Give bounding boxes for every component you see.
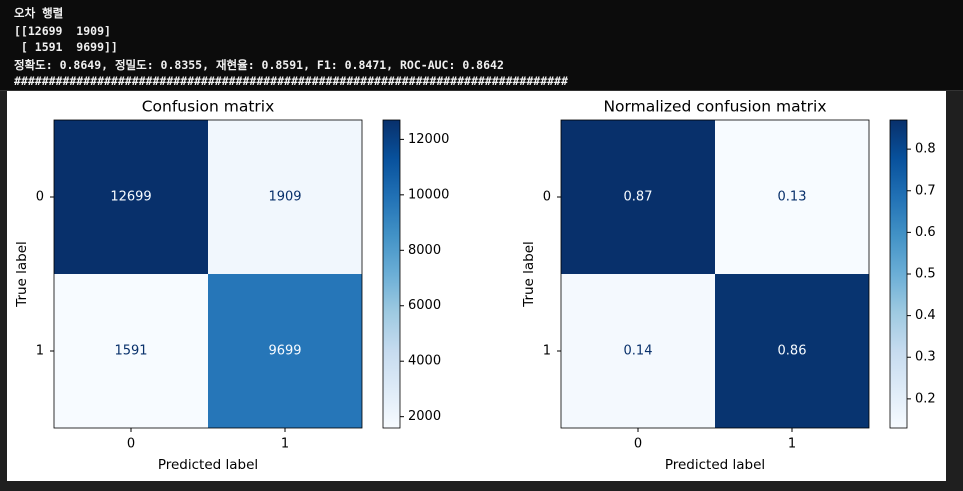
colorbar-tick-label: 4000: [408, 354, 441, 369]
colorbar-tick-label: 6000: [408, 298, 441, 313]
colorbar-tick-label: 0.8: [915, 142, 936, 157]
console-line: [ 1591 9699]]: [14, 40, 118, 54]
heatmap-cell: [561, 274, 715, 428]
y-tick-label: 0: [543, 190, 551, 205]
console-line: [[12699 1909]: [14, 24, 111, 38]
y-tick-label: 0: [36, 190, 44, 205]
x-tick-label: 0: [127, 437, 135, 452]
colorbar-tick-label: 0.5: [915, 267, 936, 282]
x-tick-label: 0: [634, 437, 642, 452]
axes-frame: [53, 119, 363, 429]
x-axis-label: Predicted label: [158, 457, 258, 473]
console-line: 정확도: 0.8649, 정밀도: 0.8355, 재현율: 0.8591, F…: [14, 58, 504, 72]
chart-title: Confusion matrix: [142, 98, 275, 116]
colorbar-tick-label: 0.2: [915, 391, 936, 406]
console-line: ########################################…: [14, 74, 568, 88]
y-tick-label: 1: [36, 344, 44, 359]
cell-label: 9699: [268, 344, 301, 359]
colorbar-tick-label: 0.3: [915, 350, 936, 365]
colorbar-tick-label: 0.6: [915, 225, 936, 240]
chart-title: Normalized confusion matrix: [603, 98, 826, 116]
x-tick-label: 1: [788, 437, 796, 452]
cell-label: 0.86: [778, 344, 807, 359]
console-line: 오차 행렬: [14, 6, 64, 20]
cell-label: 1909: [268, 190, 301, 205]
y-axis-label: True label: [14, 241, 30, 308]
cell-label: 0.14: [624, 344, 653, 359]
x-axis-label: Predicted label: [665, 457, 765, 473]
cell-label: 12699: [110, 190, 151, 205]
heatmap-cell: [715, 120, 869, 274]
y-axis-label: True label: [521, 241, 537, 308]
cell-label: 1591: [114, 344, 147, 359]
colorbar-tick-label: 12000: [408, 132, 449, 147]
colorbar-tick-label: 0.4: [915, 308, 936, 323]
colorbar-tick-label: 2000: [408, 409, 441, 424]
x-tick-label: 1: [281, 437, 289, 452]
colorbar: [889, 119, 908, 429]
console-output: 오차 행렬 [[12699 1909] [ 1591 9699]] 정확도: 0…: [0, 0, 963, 91]
heatmap-cell: [715, 274, 869, 428]
heatmap-cell: [208, 120, 362, 274]
colorbar-tick-label: 8000: [408, 243, 441, 258]
heatmap-cell: [54, 120, 208, 274]
colorbar-tick-label: 0.7: [915, 183, 936, 198]
axes-frame: [560, 119, 870, 429]
heatmap-cell: [561, 120, 715, 274]
colorbar: [382, 119, 401, 429]
colorbar-tick-label: 10000: [408, 187, 449, 202]
figure: Confusion matrix 12699 1909 1591 9699 0 1 0 1 Pre…: [7, 91, 946, 481]
cell-label: 0.87: [624, 190, 653, 205]
heatmap-cell: [54, 274, 208, 428]
y-tick-label: 1: [543, 344, 551, 359]
heatmap-cell: [208, 274, 362, 428]
cell-label: 0.13: [778, 190, 807, 205]
